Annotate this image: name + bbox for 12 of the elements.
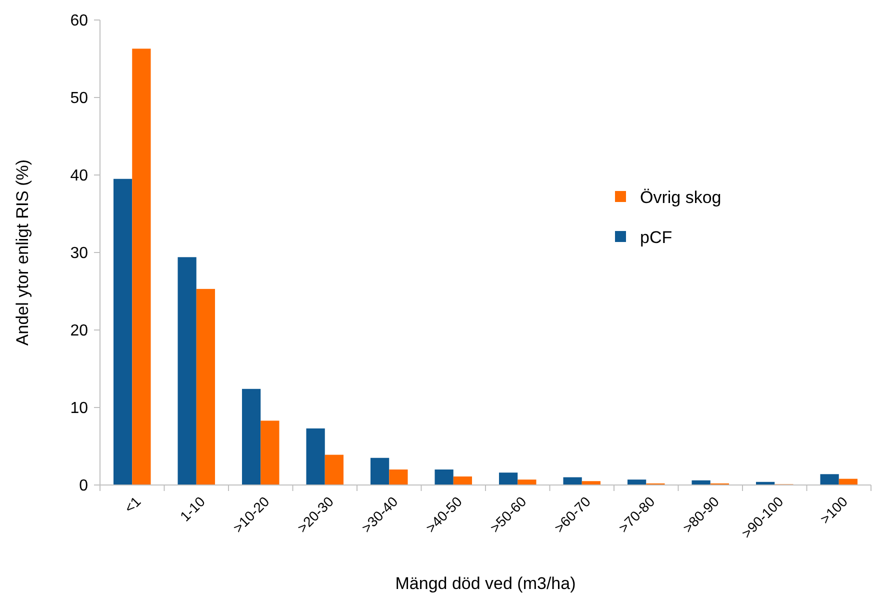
legend-label: Övrig skog — [640, 188, 722, 207]
y-tick-label: 0 — [79, 478, 88, 495]
y-tick-label: 60 — [70, 12, 88, 30]
y-tick-label: 40 — [70, 168, 88, 185]
x-tick-label: <1 — [121, 493, 144, 516]
y-axis-title: Andel ytor enligt RIS (%) — [13, 159, 32, 346]
y-tick-label: 50 — [70, 90, 88, 108]
y-tick-label: 20 — [70, 322, 88, 340]
y-tick-label: 10 — [70, 400, 88, 418]
x-axis-title: Mängd död ved (m3/ha) — [395, 574, 576, 593]
y-tick-label: 30 — [70, 245, 88, 262]
legend-label: pCF — [640, 228, 672, 247]
